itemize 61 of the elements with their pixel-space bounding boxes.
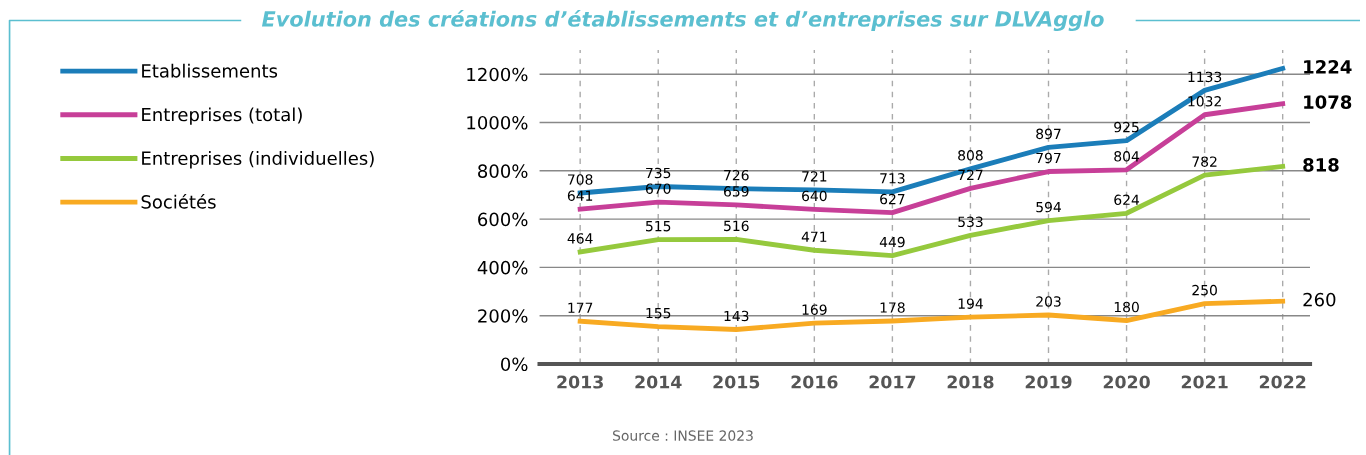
y-tick-label: 200%: [478, 309, 528, 323]
x-tick-label: 2015: [713, 375, 760, 389]
x-tick-label: 2018: [947, 375, 994, 389]
data-label: 804: [1114, 151, 1140, 162]
legend-label: Etablissements: [142, 63, 278, 78]
y-tick-label: 400%: [477, 260, 528, 275]
y-tick-label: 1000%: [467, 115, 528, 130]
data-label: 726: [724, 169, 749, 181]
x-tick-label: 2019: [1025, 375, 1072, 389]
data-label: 735: [646, 167, 671, 179]
data-label: 727: [958, 169, 983, 180]
data-label: 713: [880, 173, 905, 184]
data-label: 708: [568, 174, 593, 185]
data-label: 449: [879, 236, 905, 248]
data-label: 721: [802, 171, 827, 182]
x-tick-label: 2013: [557, 375, 603, 389]
data-label: 925: [1114, 121, 1139, 133]
y-tick-label: 600%: [478, 212, 528, 227]
data-label: 1078: [1304, 95, 1352, 109]
data-label: 155: [646, 308, 671, 319]
data-label: 808: [958, 150, 983, 161]
data-label: 1224: [1304, 59, 1352, 74]
data-label: 641: [567, 190, 593, 201]
data-label: 533: [958, 216, 983, 228]
legend-label: Entreprises (total): [142, 107, 302, 125]
data-label: 640: [802, 190, 827, 202]
y-tick-label: 0%: [501, 357, 528, 372]
chart-title: Evolution des créations d’établissements et d’entreprises sur DLVAgglo: [261, 9, 1104, 32]
data-label: 594: [1036, 201, 1061, 213]
x-tick-label: 2014: [635, 375, 682, 389]
data-label: 178: [880, 302, 905, 313]
x-tick-label: 2017: [869, 375, 916, 389]
y-tick-label: 800%: [478, 164, 528, 178]
legend-label: Sociétés: [141, 193, 216, 209]
data-label: 203: [1036, 296, 1061, 307]
data-label: 169: [802, 304, 827, 315]
data-label: 624: [1114, 194, 1140, 206]
data-label: 515: [646, 221, 671, 232]
data-label: 471: [801, 231, 827, 242]
y-tick-label: 1200%: [467, 67, 528, 82]
data-label: 818: [1303, 158, 1339, 172]
data-label: 516: [724, 220, 749, 232]
data-label: 143: [724, 310, 749, 322]
data-label: 260: [1303, 292, 1336, 307]
source-note: Source : INSEE 2023: [613, 430, 753, 441]
data-label: 1032: [1188, 96, 1221, 107]
x-tick-label: 2022: [1259, 375, 1306, 389]
data-label: 627: [880, 193, 905, 205]
data-label: 464: [567, 233, 593, 244]
legend-label: Entreprises (individuelles): [142, 151, 374, 169]
data-label: 782: [1192, 156, 1217, 167]
data-label: 897: [1036, 128, 1061, 140]
x-tick-label: 2020: [1103, 375, 1150, 389]
data-label: 194: [958, 298, 983, 309]
data-label: 180: [1114, 301, 1139, 313]
data-label: 1133: [1188, 71, 1222, 83]
x-tick-label: 2016: [791, 375, 838, 389]
data-label: 250: [1192, 284, 1217, 296]
data-label: 797: [1036, 152, 1061, 164]
data-label: 177: [568, 302, 593, 313]
x-tick-label: 2021: [1181, 375, 1228, 389]
